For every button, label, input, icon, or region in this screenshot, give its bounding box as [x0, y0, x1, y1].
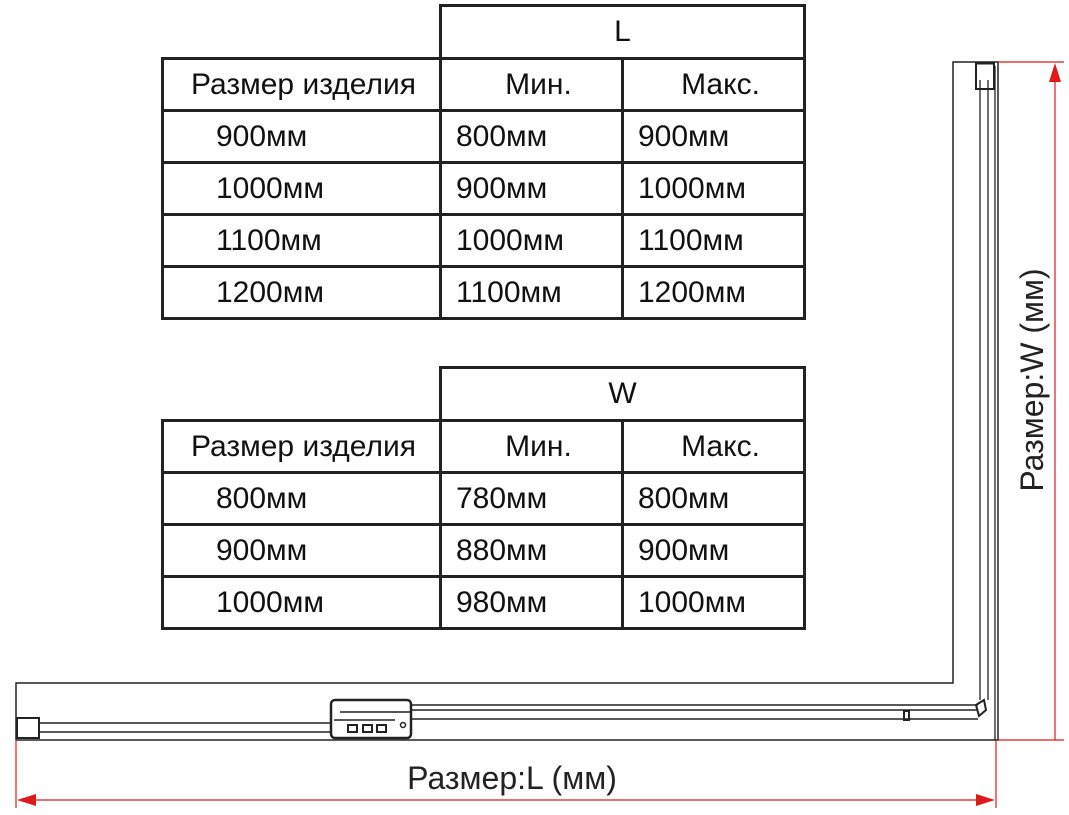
blank-cell [162, 5, 441, 60]
table-l-sizes: L Размер изделия Мин. Макс. 900мм 800мм 90… [161, 4, 806, 320]
table-row: 1000мм 900мм 1000мм [161, 161, 806, 216]
header-size: Размер изделия [161, 419, 442, 474]
sliding-door [16, 698, 988, 740]
cell-size: 900мм [161, 523, 442, 578]
table-w-sizes: W Размер изделия Мин. Макс. 800мм 780мм 80… [161, 366, 806, 630]
cell-max: 900мм [621, 523, 806, 578]
cell-min: 1100мм [439, 265, 624, 320]
cell-min: 900мм [439, 161, 624, 216]
header-size: Размер изделия [161, 57, 442, 112]
header-min: Мин. [439, 57, 624, 112]
cell-size: 1200мм [161, 265, 442, 320]
table-row: 1100мм 1000мм 1100мм [161, 213, 806, 268]
cell-max: 1100мм [621, 213, 806, 268]
cell-size: 800мм [161, 471, 442, 526]
dimension-lines [15, 61, 1064, 808]
header-max: Макс. [621, 57, 806, 112]
table-row: 1200мм 1100мм 1200мм [161, 265, 806, 320]
table-row: 900мм 880мм 900мм [161, 523, 806, 578]
table-row: 1000мм 980мм 1000мм [161, 575, 806, 630]
cell-max: 800мм [621, 471, 806, 526]
blank-cell [162, 367, 441, 422]
cell-min: 980мм [439, 575, 624, 630]
cell-size: 1100мм [161, 213, 442, 268]
group-header-w: W [439, 366, 806, 422]
cell-max: 1000мм [621, 575, 806, 630]
enclosure-outline [15, 61, 999, 741]
door-handle [329, 698, 413, 740]
cell-max: 1200мм [621, 265, 806, 320]
cell-min: 800мм [439, 109, 624, 164]
cell-min: 780мм [439, 471, 624, 526]
cell-max: 900мм [621, 109, 806, 164]
dim-w-label: Размер:W (мм) [1014, 268, 1050, 491]
cell-min: 880мм [439, 523, 624, 578]
header-max: Макс. [621, 419, 806, 474]
header-min: Мин. [439, 419, 624, 474]
cell-size: 1000мм [161, 575, 442, 630]
table-row: 900мм 800мм 900мм [161, 109, 806, 164]
cell-size: 900мм [161, 109, 442, 164]
arrow-right-icon [976, 794, 995, 806]
corner-hinge [974, 698, 988, 718]
table-row: 800мм 780мм 800мм [161, 471, 806, 526]
side-panel [975, 61, 996, 740]
group-header-l: L [439, 4, 806, 60]
cell-min: 1000мм [439, 213, 624, 268]
cell-size: 1000мм [161, 161, 442, 216]
arrow-up-icon [1049, 63, 1061, 82]
arrow-left-icon [17, 794, 36, 806]
dimension-arrows [17, 63, 1061, 806]
cell-max: 1000мм [621, 161, 806, 216]
dim-l-label: Размер:L (мм) [407, 760, 617, 796]
